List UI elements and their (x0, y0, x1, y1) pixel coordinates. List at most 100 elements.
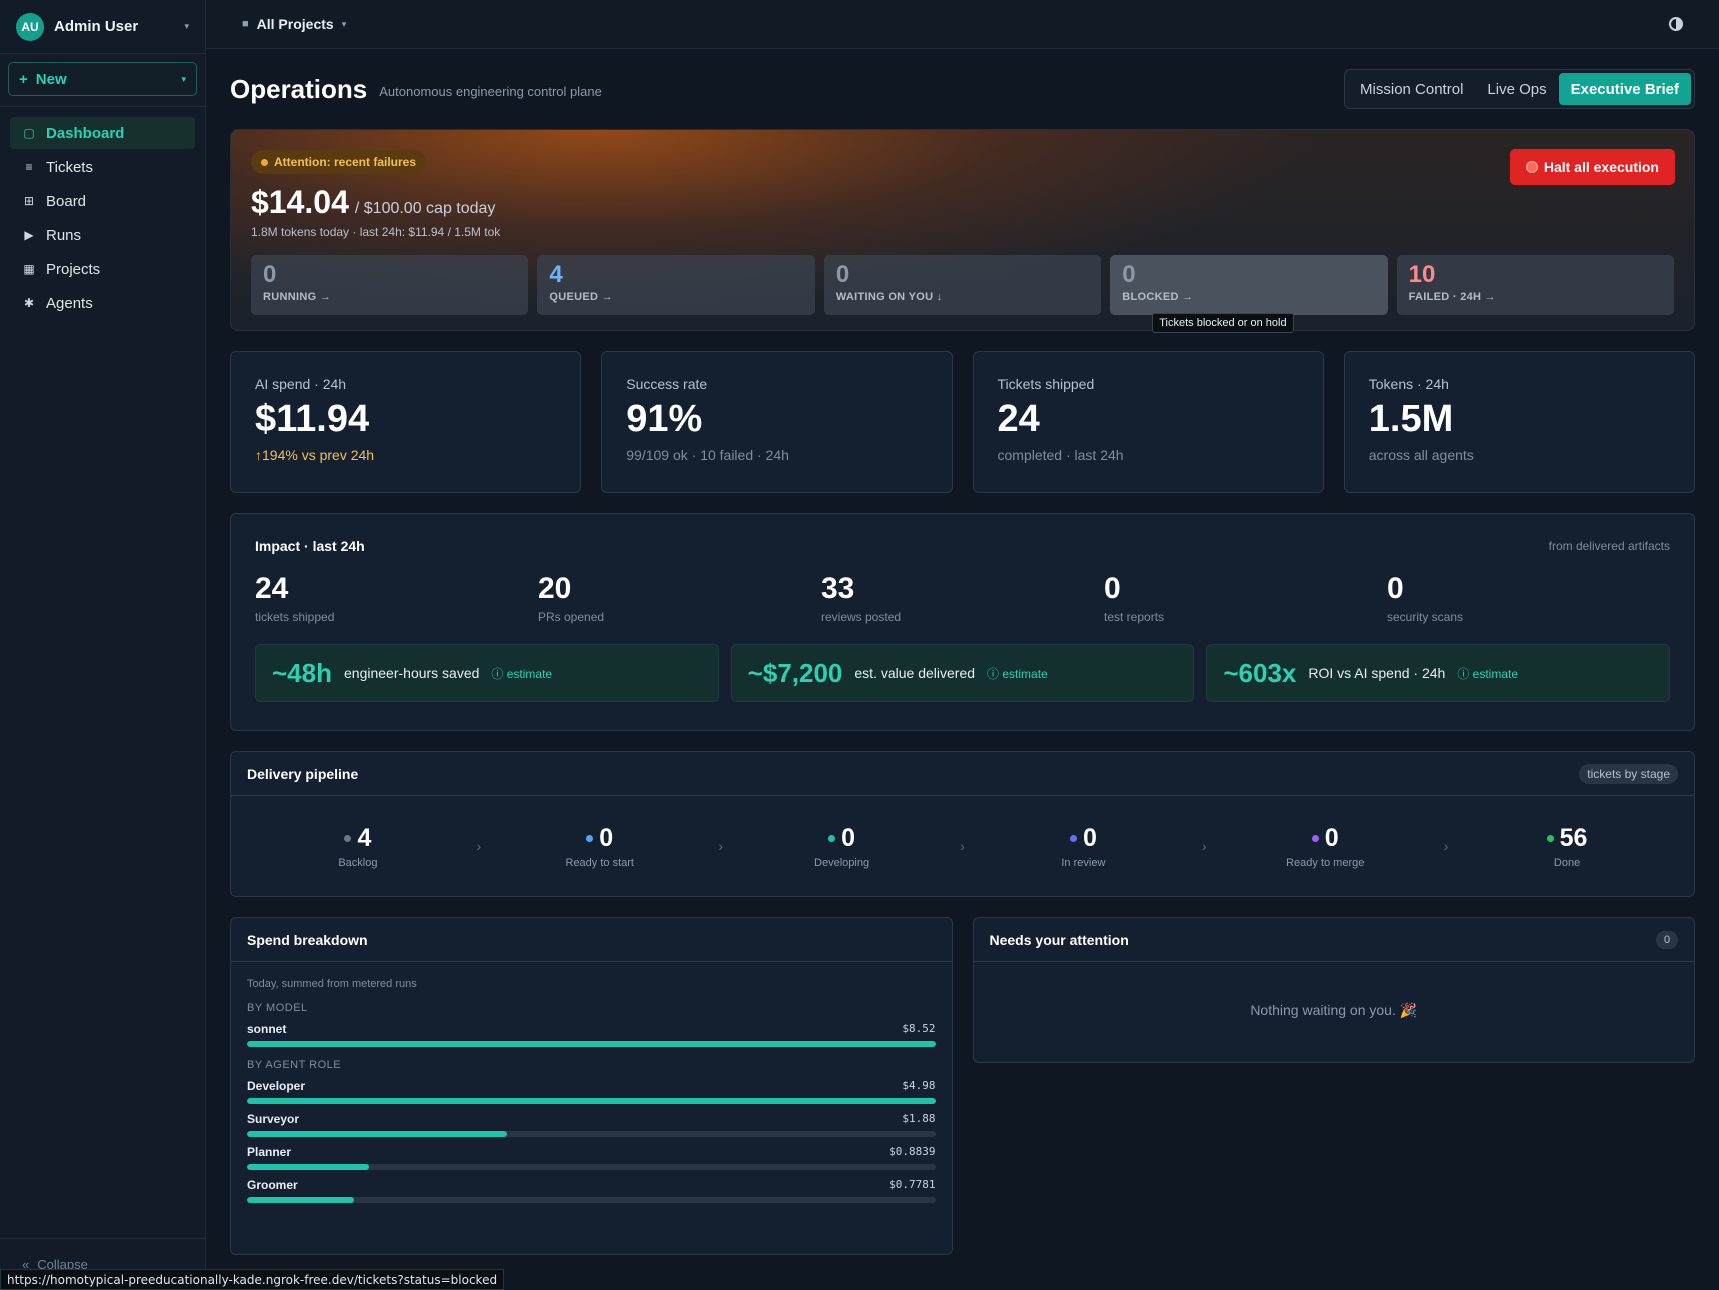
asterisk-icon: ✱ (23, 296, 35, 310)
sidebar-nav: ▢ Dashboard ≡ Tickets ⊞ Board ▶ Runs ▦ P… (0, 107, 205, 331)
spend-bar-row: sonnet $8.52 (247, 1022, 936, 1047)
kpi-sub: completed · last 24h (997, 447, 1124, 463)
pipeline-stage[interactable]: 0 Ready to start (489, 824, 711, 869)
bar-fill (247, 1164, 369, 1170)
stat-blocked[interactable]: 0 BLOCKED → Tickets blocked or on hold (1110, 255, 1388, 333)
sidebar: AU Admin User ▾ + New ▾ ▢ Dashboard ≡ Ti… (0, 0, 206, 1290)
bar-track (247, 1041, 936, 1047)
pipeline-stage[interactable]: 56 Done (1456, 824, 1678, 869)
stage-count: 0 (599, 823, 614, 852)
sidebar-item-dashboard[interactable]: ▢ Dashboard (10, 117, 195, 149)
bar-header: Planner $0.8839 (247, 1145, 936, 1159)
needs-attention: Needs your attention 0 Nothing waiting o… (972, 917, 1695, 1063)
stage-top: 0 (489, 824, 711, 853)
stage-dot-icon (1546, 834, 1554, 842)
kpi-tokens: Tokens · 24h 1.5M across all agents (1343, 351, 1695, 493)
section-label: BY AGENT ROLE (247, 1059, 342, 1071)
pipeline-stage[interactable]: 0 In review (972, 824, 1194, 869)
estimate-label: engineer-hours saved (344, 665, 480, 681)
stat-label: RUNNING → (263, 291, 332, 303)
kpi-sub: 99/109 ok · 10 failed · 24h (626, 447, 789, 463)
bar-amount: $1.88 (902, 1112, 936, 1125)
page-header: Operations Autonomous engineering contro… (230, 49, 1695, 129)
kpi-sub: ↑194% vs prev 24h (255, 447, 375, 463)
sidebar-item-agents[interactable]: ✱ Agents (10, 287, 195, 319)
estimate-value-delivered: ~$7,200 est. value delivered ⓘ estimate (730, 644, 1195, 702)
grid-icon: ⊞ (23, 194, 35, 208)
panel-title: Delivery pipeline (247, 765, 359, 782)
spend-body: Today, summed from metered runs BY MODEL… (231, 962, 952, 1219)
stage-dot-icon (1069, 834, 1077, 842)
stat-value: 0 (835, 261, 850, 288)
bottom-panels: Spend breakdown Today, summed from meter… (230, 917, 1695, 1255)
panel-header: Needs your attention 0 (973, 918, 1694, 962)
new-label: New (35, 70, 67, 88)
collapse-button[interactable]: « Collapse (0, 1238, 205, 1290)
impact-stat: 0 security scans (1387, 572, 1670, 624)
halt-all-button[interactable]: Halt all execution (1509, 149, 1675, 185)
new-button[interactable]: + New ▾ (8, 62, 197, 96)
bar-header: Developer $4.98 (247, 1079, 936, 1093)
chevron-right-icon: › (718, 838, 723, 854)
stage-label: In review (1061, 856, 1106, 869)
project-label: All Projects (256, 16, 334, 32)
view-switcher: Mission Control Live Ops Executive Brief (1344, 69, 1695, 109)
spend-today: $14.04 / $100.00 cap today (251, 184, 1674, 221)
user-name: Admin User (54, 18, 139, 35)
pipeline-stage[interactable]: 0 Ready to merge (1214, 824, 1436, 869)
link-status-bar: https://homotypical-preeducationally-kad… (0, 1269, 505, 1290)
estimate-label: est. value delivered (854, 665, 976, 681)
impact-label: test reports (1104, 610, 1165, 624)
stage-top: 0 (731, 824, 953, 853)
stop-icon (1525, 161, 1538, 173)
avatar: AU (16, 12, 44, 41)
estimate-hours: ~48h engineer-hours saved ⓘ estimate (255, 644, 719, 702)
tab-executive-brief[interactable]: Executive Brief (1558, 73, 1691, 105)
bar-fill (247, 1131, 508, 1137)
impact-panel: Impact · last 24h from delivered artifac… (230, 513, 1695, 731)
user-menu[interactable]: AU Admin User ▾ (0, 0, 205, 54)
info-icon[interactable]: ⓘ estimate (987, 666, 1048, 681)
info-icon[interactable]: ⓘ estimate (1457, 666, 1519, 681)
sidebar-item-runs[interactable]: ▶ Runs (10, 219, 195, 251)
pipeline-stage[interactable]: 4 Backlog (247, 824, 469, 869)
sidebar-item-board[interactable]: ⊞ Board (10, 185, 195, 217)
kpi-title: AI spend · 24h (255, 376, 347, 392)
chevron-right-icon: › (1443, 838, 1449, 854)
table-icon: ▦ (23, 262, 35, 276)
pipeline-stage[interactable]: 0 Developing (731, 824, 953, 869)
bar-header: sonnet $8.52 (247, 1022, 936, 1036)
chevron-down-icon: ▾ (184, 21, 189, 31)
panel-title: Spend breakdown (247, 931, 368, 948)
impact-value: 20 (538, 572, 572, 605)
stat-running[interactable]: 0 RUNNING → (251, 255, 529, 315)
kpi-value: 24 (997, 398, 1040, 440)
stat-label: QUEUED → (549, 291, 613, 303)
theme-toggle-icon[interactable] (1669, 17, 1683, 31)
spend-meta: 1.8M tokens today · last 24h: $11.94 / 1… (251, 225, 501, 239)
sidebar-item-tickets[interactable]: ≡ Tickets (10, 151, 195, 183)
sidebar-item-projects[interactable]: ▦ Projects (10, 253, 195, 285)
dashboard-content: Operations Autonomous engineering contro… (206, 49, 1719, 1255)
stage-count: 0 (1324, 823, 1339, 852)
kpi-title: Tokens · 24h (1368, 376, 1449, 392)
bar-label: Surveyor (247, 1112, 300, 1126)
tab-mission-control[interactable]: Mission Control (1360, 80, 1464, 98)
stat-value: 10 (1408, 261, 1436, 288)
info-icon[interactable]: ⓘ estimate (491, 666, 553, 681)
kpi-value: 1.5M (1368, 398, 1454, 440)
tab-live-ops[interactable]: Live Ops (1487, 80, 1547, 98)
kpi-tickets-shipped: Tickets shipped 24 completed · last 24h (972, 351, 1324, 493)
estimate-row: ~48h engineer-hours saved ⓘ estimate ~$7… (255, 644, 1671, 702)
stat-waiting[interactable]: 0 WAITING ON YOU ↓ (823, 255, 1102, 315)
impact-stat: 33 reviews posted (821, 572, 1104, 624)
stat-value: 0 (263, 261, 277, 288)
project-selector[interactable]: ■ All Projects ▾ (242, 16, 346, 32)
impact-stat: 24 tickets shipped (255, 572, 538, 624)
project-icon: ■ (242, 18, 249, 30)
stat-failed[interactable]: 10 FAILED · 24H → (1396, 255, 1675, 315)
stat-queued[interactable]: 4 QUEUED → (537, 255, 815, 315)
stage-count: 56 (1559, 823, 1588, 852)
spend-breakdown: Spend breakdown Today, summed from meter… (230, 917, 953, 1255)
